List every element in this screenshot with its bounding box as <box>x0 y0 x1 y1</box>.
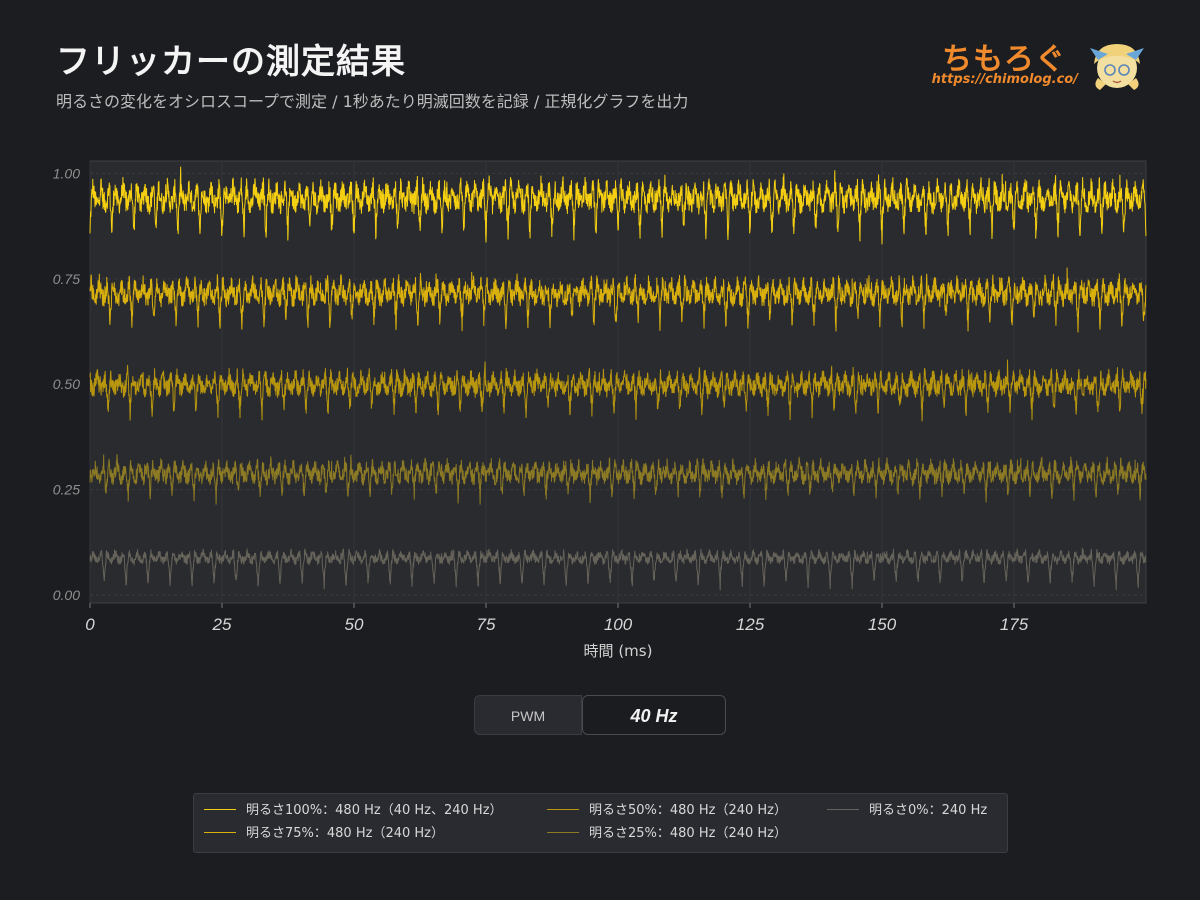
x-tick-label: 25 <box>212 615 232 634</box>
page-subtitle: 明るさの変化をオシロスコープで測定 / 1秒あたり明滅回数を記録 / 正規化グラ… <box>56 92 689 111</box>
legend-item[interactable]: 明るさ100%：480 Hz（40 Hz、240 Hz） <box>204 801 503 821</box>
x-tick-label: 175 <box>1000 615 1029 634</box>
y-tick-label: 0.25 <box>53 482 80 498</box>
flicker-chart: 0.00 0.25 0.50 0.75 1.00 0 25 50 75 100 125 150 175… <box>53 160 1147 660</box>
mascot-icon <box>1090 44 1144 90</box>
x-tick-label: 100 <box>604 615 633 634</box>
legend-item[interactable]: 明るさ25%：480 Hz（240 Hz） <box>547 824 787 844</box>
x-tick-label: 75 <box>477 615 496 634</box>
series-line <box>89 547 1147 591</box>
legend-swatch <box>547 832 579 833</box>
series-line <box>89 267 1147 333</box>
legend-item[interactable]: 明るさ50%：480 Hz（240 Hz） <box>547 801 787 821</box>
y-tick-label: 0.75 <box>53 271 80 287</box>
pwm-label: PWM <box>474 695 582 735</box>
y-tick-label: 1.00 <box>53 165 80 181</box>
series-line <box>89 359 1147 422</box>
y-tick-label: 0.00 <box>53 587 80 603</box>
legend-item[interactable]: 明るさ75%：480 Hz（240 Hz） <box>204 824 444 844</box>
series-line <box>89 453 1147 505</box>
pwm-frequency-value[interactable]: 40 Hz <box>582 695 726 735</box>
legend-swatch <box>827 809 859 810</box>
x-tick-label: 150 <box>868 615 897 634</box>
legend-swatch <box>204 809 236 810</box>
x-tick-label: 50 <box>345 615 364 634</box>
legend-label: 明るさ25%：480 Hz（240 Hz） <box>589 826 787 841</box>
x-tick-label: 125 <box>736 615 765 634</box>
logo-url: https://chimolog.co/ <box>931 72 1078 87</box>
legend-label: 明るさ50%：480 Hz（240 Hz） <box>589 803 787 818</box>
y-tick-label: 0.50 <box>53 376 80 392</box>
x-axis-label: 時間 (ms) <box>584 642 653 660</box>
series-line <box>89 166 1147 245</box>
legend-label: 明るさ0%：240 Hz <box>869 803 988 818</box>
legend-swatch <box>204 832 236 833</box>
x-tick-label: 0 <box>85 615 95 634</box>
legend-label: 明るさ100%：480 Hz（40 Hz、240 Hz） <box>246 803 503 818</box>
legend-swatch <box>547 809 579 810</box>
legend-item[interactable]: 明るさ0%：240 Hz <box>827 801 987 821</box>
pwm-control: PWM 40 Hz <box>474 695 726 735</box>
page-title: フリッカーの測定結果 <box>56 42 406 82</box>
logo-text: ちもろぐ <box>942 42 1066 77</box>
legend-label: 明るさ75%：480 Hz（240 Hz） <box>246 826 444 841</box>
chart-legend: 明るさ100%：480 Hz（40 Hz、240 Hz） 明るさ75%：480 … <box>193 793 1008 853</box>
site-logo[interactable]: ちもろぐ https://chimolog.co/ <box>928 34 1148 94</box>
